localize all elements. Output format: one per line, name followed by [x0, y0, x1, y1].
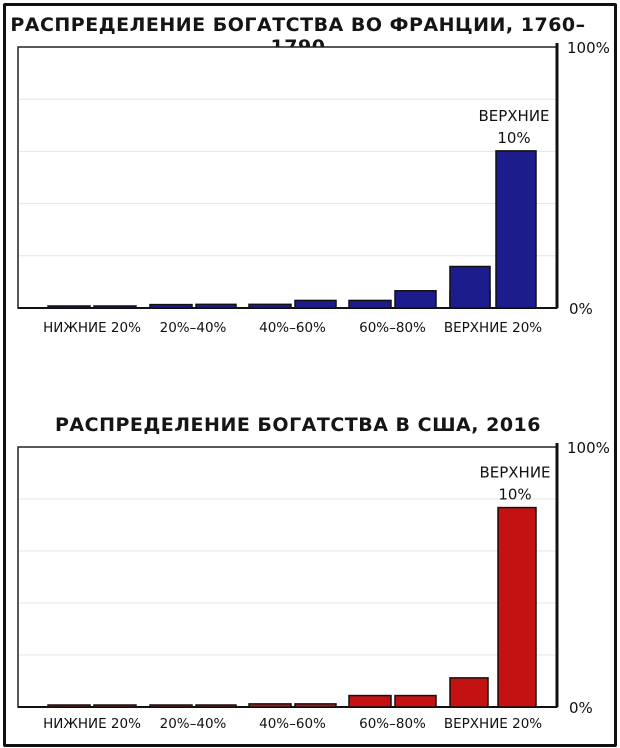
category-label: ВЕРХНИЕ 20%: [444, 320, 542, 336]
bar: [449, 265, 491, 309]
bar: [149, 303, 193, 309]
bar: [47, 305, 91, 309]
category-label: 60%–80%: [359, 320, 426, 336]
annotation-label: ВЕРХНИЕ: [478, 107, 549, 125]
category-label: 20%–40%: [160, 320, 227, 336]
bar: [495, 150, 537, 309]
bar: [394, 694, 437, 708]
bar: [348, 299, 392, 309]
plot-area-usa: [17, 446, 558, 708]
y-tick-label: 0%: [569, 699, 593, 717]
annotation-label: ВЕРХНИЕ: [479, 464, 550, 482]
category-label: 40%–60%: [259, 716, 326, 732]
category-label: 40%–60%: [259, 320, 326, 336]
bar: [93, 305, 137, 309]
category-label: НИЖНИЕ 20%: [43, 716, 141, 732]
bar: [248, 303, 292, 309]
category-label: ВЕРХНИЕ 20%: [444, 716, 542, 732]
chart-title-usa: РАСПРЕДЕЛЕНИЕ БОГАТСТВА В США, 2016: [55, 414, 541, 436]
category-label: НИЖНИЕ 20%: [43, 320, 141, 336]
bar: [195, 704, 237, 708]
bar: [348, 694, 392, 708]
category-label: 60%–80%: [359, 716, 426, 732]
bar: [248, 703, 292, 708]
bar: [93, 704, 137, 708]
category-label: 20%–40%: [160, 716, 227, 732]
annotation-label: 10%: [498, 486, 531, 504]
bar: [394, 290, 437, 309]
plot-area-france: [17, 46, 558, 309]
bar: [294, 703, 337, 708]
bar: [497, 506, 537, 708]
y-tick-label: 100%: [567, 39, 610, 57]
bar: [149, 704, 193, 708]
y-tick-label: 100%: [567, 439, 610, 457]
bar: [294, 299, 337, 309]
y-tick-label: 0%: [569, 300, 593, 318]
bar: [195, 303, 237, 309]
bar: [47, 704, 91, 708]
bar: [449, 677, 489, 708]
annotation-label: 10%: [497, 129, 530, 147]
